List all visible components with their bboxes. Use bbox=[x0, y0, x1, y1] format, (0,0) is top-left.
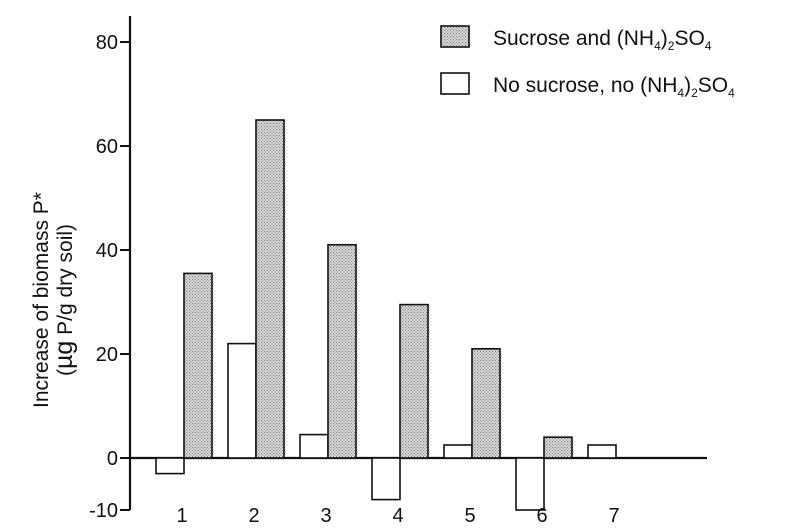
bar-no-sucrose bbox=[227, 342, 257, 459]
bar-no-sucrose bbox=[515, 457, 545, 511]
legend: Sucrose and (NH4)2SO4 No sucrose, no (NH… bbox=[440, 25, 735, 100]
x-tick-label: 6 bbox=[536, 505, 547, 527]
plot-area: -10 0 20 40 60 80 1 2 3 4 5 6 7 bbox=[89, 16, 707, 527]
x-tick-label: 2 bbox=[248, 505, 259, 527]
y-axis-title-line1: Increase of biomass P* bbox=[30, 192, 53, 408]
bar-no-sucrose bbox=[371, 457, 401, 501]
legend-item-no-sucrose: No sucrose, no (NH4)2SO4 bbox=[440, 72, 735, 100]
bar-no-sucrose bbox=[299, 433, 329, 459]
bar-sucrose bbox=[183, 272, 213, 459]
legend-swatch-white bbox=[440, 72, 470, 95]
y-tick-label: 0 bbox=[107, 448, 118, 470]
bar-no-sucrose bbox=[443, 444, 473, 459]
x-tick-label: 5 bbox=[464, 505, 475, 527]
bar-no-sucrose bbox=[587, 444, 617, 459]
bar-no-sucrose bbox=[155, 457, 185, 475]
y-tick-label: -10 bbox=[89, 500, 118, 522]
y-axis-title: Increase of biomass P* (µg P/g dry soil) bbox=[30, 192, 78, 408]
legend-swatch-stippled bbox=[440, 25, 470, 48]
bar-sucrose bbox=[543, 436, 573, 459]
bar-sucrose bbox=[255, 119, 285, 459]
legend-label-no-sucrose: No sucrose, no (NH4)2SO4 bbox=[493, 74, 735, 100]
legend-item-sucrose: Sucrose and (NH4)2SO4 bbox=[440, 25, 712, 53]
y-axis-title-line2: (µg P/g dry soil) bbox=[50, 224, 78, 376]
legend-label-sucrose: Sucrose and (NH4)2SO4 bbox=[493, 27, 712, 53]
bar-sucrose bbox=[327, 244, 357, 459]
bar-sucrose bbox=[399, 303, 429, 459]
bar-sucrose bbox=[471, 347, 501, 459]
x-tick-label: 4 bbox=[392, 505, 403, 527]
y-tick-label: 80 bbox=[96, 32, 118, 54]
y-tick-label: 40 bbox=[96, 240, 118, 262]
x-tick-label: 7 bbox=[608, 505, 619, 527]
x-tick-label: 3 bbox=[320, 505, 331, 527]
y-tick-label: 60 bbox=[96, 136, 118, 158]
x-tick-label: 1 bbox=[176, 505, 187, 527]
y-tick-label: 20 bbox=[96, 344, 118, 366]
